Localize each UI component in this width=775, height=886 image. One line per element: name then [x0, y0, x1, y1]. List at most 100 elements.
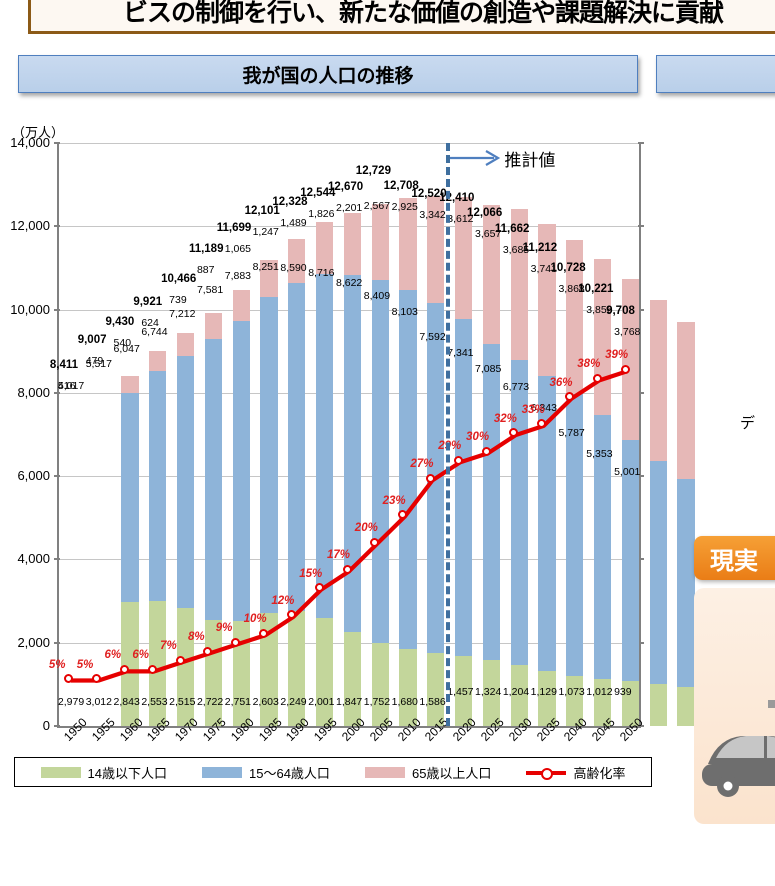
bar-total-label: 9,708: [606, 304, 635, 317]
y-tick-label: 2,000: [17, 634, 50, 650]
y-tick-label: 8,000: [17, 384, 50, 400]
bar-segment-working[interactable]: [149, 370, 167, 601]
legend-item[interactable]: 高齢化率: [526, 763, 625, 782]
bar-segment-working[interactable]: [649, 460, 667, 684]
bar-column[interactable]: [649, 300, 667, 726]
bar-segment-working[interactable]: [204, 338, 222, 620]
bar-segment-young[interactable]: [371, 642, 389, 726]
bar-column[interactable]: [538, 223, 556, 726]
bar-column[interactable]: [288, 238, 306, 726]
bar-segment-young[interactable]: [176, 607, 195, 726]
bar-total-label: 12,670: [328, 181, 364, 194]
bar-total-label: 9,921: [133, 295, 163, 308]
aging-rate-point[interactable]: [342, 564, 352, 574]
bar-total-label: 12,066: [467, 206, 503, 219]
bar-working-label: 8,590: [280, 261, 307, 274]
bar-segment-young[interactable]: [232, 621, 250, 726]
legend-item[interactable]: 65歳以上人口: [364, 763, 491, 782]
bar-column[interactable]: [260, 260, 278, 726]
bar-segment-elderly[interactable]: [260, 260, 278, 297]
bar-segment-elderly[interactable]: [176, 333, 195, 356]
bar-young-label: 1,204: [502, 686, 530, 698]
bar-segment-elderly[interactable]: [343, 212, 361, 275]
bar-segment-elderly[interactable]: [288, 238, 306, 284]
section-title-bar-side[interactable]: [656, 55, 775, 93]
bar-column[interactable]: [232, 290, 250, 726]
bar-segment-elderly[interactable]: [454, 196, 473, 319]
aging-rate-point[interactable]: [453, 455, 463, 465]
aging-rate-point[interactable]: [620, 364, 630, 374]
bar-segment-working[interactable]: [288, 283, 306, 612]
bar-segment-young[interactable]: [315, 617, 334, 726]
bar-segment-elderly[interactable]: [121, 375, 139, 394]
bar-segment-elderly[interactable]: [510, 209, 528, 360]
aging-rate-point[interactable]: [481, 446, 491, 456]
bar-segment-working[interactable]: [454, 318, 473, 657]
bar-column[interactable]: [621, 279, 640, 726]
bar-working-label: 7,212: [169, 307, 196, 320]
bar-segment-young[interactable]: [621, 681, 640, 726]
aging-rate-point[interactable]: [370, 537, 380, 547]
bar-segment-working[interactable]: [176, 355, 195, 608]
bar-segment-working[interactable]: [121, 393, 139, 602]
bar-column[interactable]: [315, 222, 334, 726]
bar-segment-working[interactable]: [232, 320, 250, 622]
bar-segment-elderly[interactable]: [677, 321, 695, 479]
legend-item[interactable]: 14歳以下人口: [40, 763, 167, 782]
bar-segment-elderly[interactable]: [149, 350, 167, 371]
aging-rate-point[interactable]: [259, 628, 269, 638]
aging-rate-point[interactable]: [175, 655, 185, 665]
bar-column[interactable]: [594, 259, 612, 726]
bar-column[interactable]: [176, 333, 195, 726]
bar-segment-elderly[interactable]: [649, 300, 667, 461]
bar-segment-elderly[interactable]: [427, 195, 445, 303]
bar-column[interactable]: [566, 240, 584, 726]
aging-rate-point[interactable]: [231, 637, 241, 647]
bar-segment-elderly[interactable]: [232, 290, 250, 321]
aging-rate-point[interactable]: [147, 664, 157, 674]
bar-column[interactable]: [677, 321, 695, 726]
bar-column[interactable]: [482, 204, 501, 726]
bar-column[interactable]: [371, 203, 389, 726]
chart-plot-area: [54, 142, 695, 727]
bar-segment-working[interactable]: [482, 343, 501, 660]
bar-segment-young[interactable]: [343, 632, 361, 726]
bar-column[interactable]: [343, 212, 361, 726]
bar-segment-young[interactable]: [204, 619, 222, 726]
aging-rate-label: 7%: [160, 640, 177, 653]
bar-segment-elderly[interactable]: [566, 240, 584, 394]
aging-rate-point[interactable]: [592, 373, 602, 383]
bar-segment-young[interactable]: [677, 686, 695, 726]
bar-column[interactable]: [204, 312, 222, 726]
bar-elderly-label: 3,342: [419, 208, 446, 221]
bar-segment-elderly[interactable]: [399, 198, 417, 291]
bar-segment-working[interactable]: [315, 274, 334, 618]
aging-rate-point[interactable]: [314, 583, 324, 593]
bar-segment-elderly[interactable]: [204, 312, 222, 339]
bar-column[interactable]: [510, 209, 528, 726]
bar-segment-elderly[interactable]: [315, 222, 334, 275]
aging-rate-point[interactable]: [120, 664, 130, 674]
y-tick-mark-right: [638, 391, 644, 394]
bar-segment-young[interactable]: [566, 675, 584, 726]
aging-rate-point[interactable]: [425, 473, 435, 483]
bar-total-label: 8,411: [49, 358, 79, 371]
aging-rate-label: 10%: [243, 613, 267, 626]
aging-rate-point[interactable]: [564, 392, 574, 402]
bar-segment-young[interactable]: [288, 611, 306, 726]
legend-item[interactable]: 15〜64歳人口: [202, 763, 330, 782]
bar-segment-working[interactable]: [677, 478, 695, 687]
bar-young-label: 1,847: [336, 696, 363, 708]
bar-segment-working[interactable]: [371, 279, 389, 643]
aging-rate-label: 8%: [187, 631, 205, 644]
bar-segment-young[interactable]: [538, 670, 556, 726]
bar-segment-working[interactable]: [343, 274, 361, 633]
bar-segment-elderly[interactable]: [371, 203, 389, 280]
bar-segment-young[interactable]: [649, 683, 667, 726]
bar-segment-young[interactable]: [594, 679, 612, 726]
bar-segment-elderly[interactable]: [482, 204, 501, 344]
y-tick-mark-right: [638, 475, 644, 478]
bar-segment-elderly[interactable]: [538, 223, 556, 376]
bar-segment-working[interactable]: [260, 296, 278, 613]
section-title-bar-main[interactable]: 我が国の人口の推移: [18, 55, 638, 93]
